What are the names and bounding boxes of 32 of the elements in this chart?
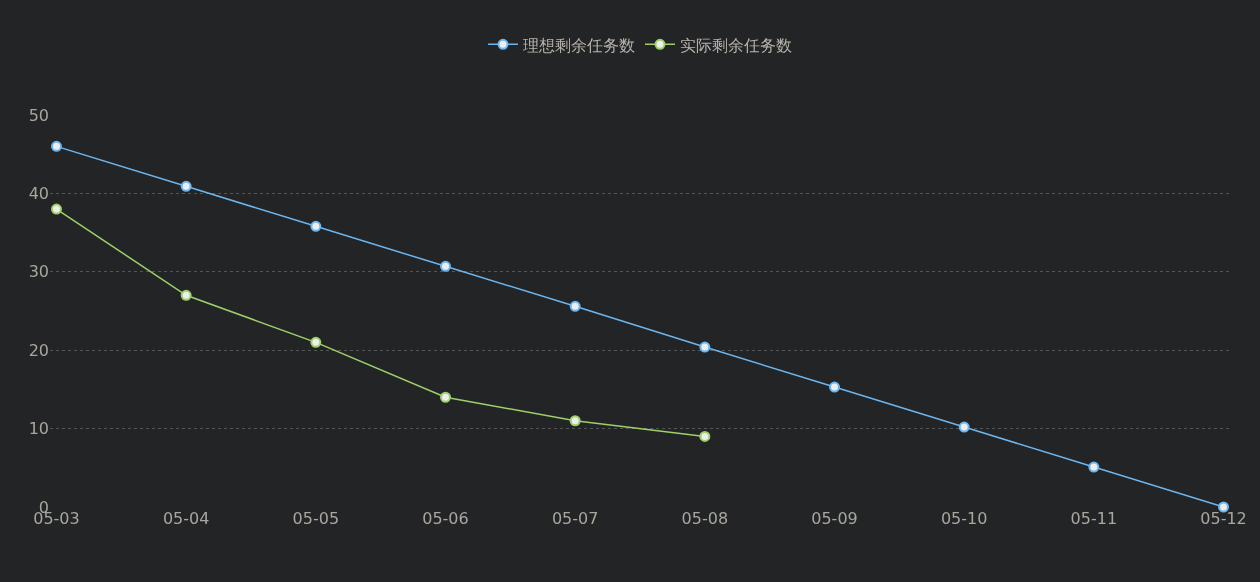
y-tick-label: 20 (28, 340, 49, 360)
point (310, 336, 322, 348)
x-tick-label: 05-06 (422, 509, 469, 528)
point (569, 300, 581, 312)
point (310, 220, 322, 232)
x-tick-label: 05-10 (940, 509, 988, 528)
x-tick-label: 05-11 (1070, 509, 1118, 528)
x-tick-label: 05-12 (1200, 509, 1247, 528)
point (50, 203, 62, 215)
y-tick-label: 10 (28, 419, 49, 439)
point (180, 180, 192, 192)
y-tick-label: 50 (28, 105, 49, 125)
y-tick-label: 30 (28, 262, 49, 282)
x-tick-label: 05-04 (162, 509, 210, 528)
x-tick-label: 05-09 (811, 509, 858, 528)
x-tick-label: 05-08 (681, 509, 729, 528)
point (958, 421, 970, 433)
y-tick-label: 40 (28, 184, 49, 203)
point (569, 415, 581, 427)
point (829, 381, 841, 393)
point (699, 341, 711, 353)
legend-label: 实际剩余任务数 (680, 35, 792, 55)
legend-label: 理想剩余任务数 (523, 35, 635, 55)
point (439, 260, 451, 272)
x-tick-label: 05-05 (292, 509, 340, 528)
point (180, 289, 192, 301)
point (1088, 461, 1100, 473)
point (50, 140, 62, 152)
point (1218, 501, 1230, 513)
point (439, 391, 451, 403)
point (699, 430, 711, 442)
x-tick-label: 05-07 (551, 509, 599, 528)
